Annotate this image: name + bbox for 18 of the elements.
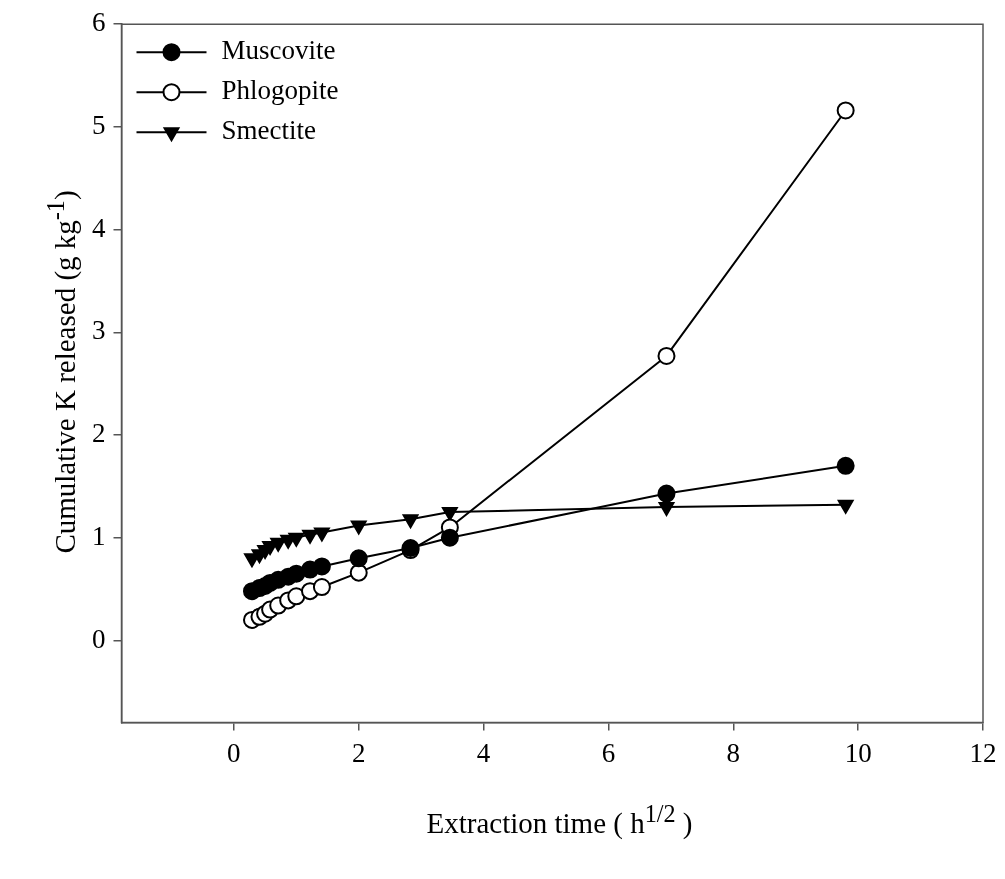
x-tick-label: 12 (969, 737, 997, 768)
y-tick-label: 5 (92, 110, 106, 140)
y-tick-label: 3 (92, 315, 106, 346)
y-tick-label: 0 (92, 623, 106, 654)
x-tick-label: 2 (351, 737, 366, 768)
legend-label: Muscovite (221, 35, 336, 66)
legend-label: Smectite (221, 115, 316, 146)
x-tick-label: 0 (227, 737, 241, 768)
y-tick-label: 2 (92, 418, 106, 449)
x-tick-label: 4 (476, 737, 491, 768)
y-tick-label: 6 (92, 7, 106, 38)
legend-label: Phlogopite (221, 75, 339, 106)
x-tick-label: 6 (601, 737, 616, 768)
x-tick-label: 10 (844, 737, 872, 768)
x-tick-label: 8 (726, 737, 741, 768)
y-tick-label: 4 (92, 212, 106, 243)
x-axis-title: Extraction time ( h$^{1/2}$ ) (425, 800, 694, 840)
y-tick-label: 1 (92, 520, 106, 551)
